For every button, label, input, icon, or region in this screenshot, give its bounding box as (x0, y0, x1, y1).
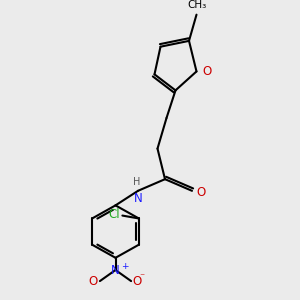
Text: N: N (111, 263, 120, 277)
Text: +: + (121, 262, 128, 271)
Text: Cl: Cl (108, 208, 120, 221)
Text: O: O (133, 274, 142, 288)
Text: H: H (133, 177, 140, 187)
Text: CH₃: CH₃ (187, 0, 206, 10)
Text: O: O (196, 186, 206, 199)
Text: O: O (88, 274, 98, 288)
Text: N: N (134, 192, 142, 205)
Text: ⁻: ⁻ (140, 273, 145, 283)
Text: O: O (202, 65, 211, 78)
